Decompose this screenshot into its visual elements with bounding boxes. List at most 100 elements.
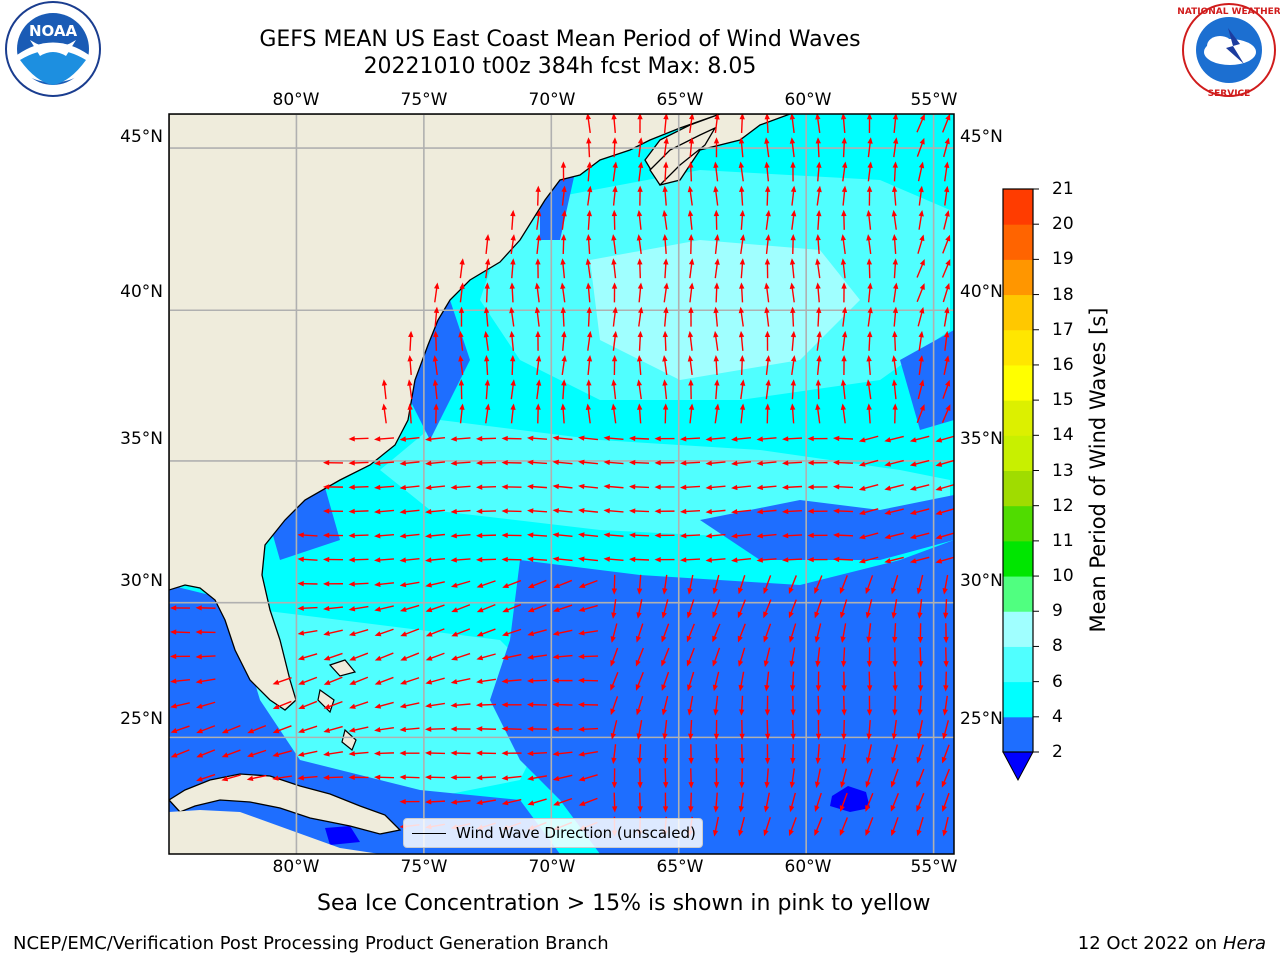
colorbar-band: [1003, 294, 1033, 331]
colorbar-tick-label: 11: [1052, 530, 1074, 551]
wave-direction-arrow: [688, 258, 695, 279]
wave-direction-arrow: [815, 282, 821, 303]
wave-direction-arrow: [654, 508, 675, 514]
wave-direction-arrow: [527, 556, 548, 562]
wave-direction-arrow: [688, 403, 695, 424]
wave-direction-arrow: [374, 750, 395, 757]
wave-direction-arrow: [501, 484, 522, 490]
wave-direction-arrow: [637, 282, 644, 303]
wave-direction-arrow: [407, 355, 413, 376]
wave-direction-arrow: [841, 647, 847, 668]
wave-direction-arrow: [764, 744, 771, 765]
wave-direction-arrow: [790, 379, 796, 400]
wave-direction-arrow: [935, 532, 954, 540]
colorbar-band: [1003, 505, 1033, 542]
wave-direction-arrow: [451, 628, 471, 637]
wave-direction-arrow: [552, 435, 573, 441]
wave-direction-arrow: [501, 678, 522, 684]
lat-label-left: 30°N: [120, 571, 163, 591]
wave-direction-arrow: [782, 508, 803, 515]
wave-direction-arrow: [323, 532, 344, 539]
wave-direction-arrow: [611, 282, 618, 303]
wave-direction-arrow: [527, 629, 547, 637]
wave-direction-arrow: [611, 234, 617, 255]
wave-direction-arrow: [816, 209, 822, 230]
wave-direction-arrow: [400, 628, 420, 637]
wave-direction-arrow: [552, 556, 573, 562]
wave-direction-arrow: [839, 575, 848, 595]
wave-direction-arrow: [611, 403, 617, 424]
wave-direction-arrow: [917, 234, 925, 254]
wave-direction-arrow: [858, 508, 879, 516]
wave-direction-arrow: [170, 678, 191, 684]
wave-direction-arrow: [909, 435, 930, 443]
wave-direction-arrow: [839, 817, 849, 837]
wave-direction-arrow: [891, 185, 898, 206]
wave-direction-arrow: [578, 774, 598, 782]
wave-direction-arrow: [484, 282, 490, 303]
wave-direction-arrow: [195, 629, 216, 635]
wave-direction-arrow: [714, 403, 720, 424]
field-band-2-4: [169, 150, 954, 854]
wave-direction-arrow: [374, 581, 395, 587]
wave-direction-arrow: [561, 355, 567, 376]
wave-direction-arrow: [941, 744, 950, 764]
wave-direction-arrow: [510, 209, 516, 230]
wave-direction-arrow: [323, 751, 344, 757]
wave-direction-arrow: [713, 137, 720, 158]
wave-direction-arrow: [610, 696, 619, 716]
wave-direction-arrow: [585, 258, 591, 279]
lon-label-bottom: 80°W: [272, 857, 320, 877]
wave-direction-arrow: [891, 355, 898, 376]
wave-direction-arrow: [425, 604, 445, 613]
wave-direction-arrow: [890, 792, 900, 812]
wave-direction-arrow: [399, 509, 420, 515]
wave-direction-arrow: [841, 695, 847, 716]
wave-direction-arrow: [527, 508, 548, 514]
wave-direction-arrow: [739, 403, 746, 424]
wave-direction-arrow: [705, 436, 726, 442]
land-north-america: [169, 114, 791, 711]
wave-direction-arrow: [195, 605, 216, 611]
wave-direction-arrow: [943, 210, 950, 230]
wave-direction-arrow: [909, 556, 930, 564]
wave-direction-arrow: [399, 581, 420, 588]
wave-direction-arrow: [612, 330, 618, 351]
wave-direction-arrow: [509, 282, 515, 303]
wave-direction-arrow: [807, 532, 828, 539]
wave-direction-arrow: [765, 355, 771, 376]
wave-direction-arrow: [714, 114, 720, 134]
wave-direction-arrow: [833, 484, 854, 490]
wave-direction-arrow: [425, 677, 445, 685]
wave-direction-arrow: [476, 508, 497, 515]
wave-direction-arrow: [578, 435, 599, 441]
wave-direction-arrow: [909, 459, 930, 467]
lon-label-bottom: 75°W: [400, 857, 448, 877]
wave-direction-arrow: [764, 306, 770, 327]
wave-direction-arrow: [680, 460, 701, 466]
wave-direction-arrow: [450, 436, 471, 442]
wave-direction-arrow: [323, 629, 343, 636]
wave-direction-arrow: [195, 678, 216, 685]
wave-direction-arrow: [348, 484, 369, 490]
footer-host: Hera: [1222, 933, 1266, 954]
wave-direction-arrow: [714, 234, 720, 255]
wave-direction-arrow: [381, 403, 388, 424]
wave-direction-arrow: [611, 209, 618, 230]
wave-direction-arrow: [527, 775, 547, 781]
wave-direction-arrow: [654, 435, 675, 442]
wave-direction-arrow: [629, 484, 650, 490]
wave-direction-arrow: [738, 306, 744, 327]
wave-direction-arrow: [434, 282, 440, 303]
wave-direction-arrow: [884, 556, 904, 564]
colorbar-band: [1003, 646, 1033, 683]
wave-direction-arrow: [833, 532, 854, 538]
wave-direction-arrow: [578, 653, 599, 660]
wave-direction-arrow: [884, 508, 904, 515]
wave-direction-arrow: [535, 209, 542, 230]
wave-direction-arrow: [713, 185, 719, 206]
wave-direction-arrow: [170, 605, 191, 611]
wave-direction-arrow: [527, 701, 548, 708]
wave-direction-arrow: [756, 533, 777, 539]
